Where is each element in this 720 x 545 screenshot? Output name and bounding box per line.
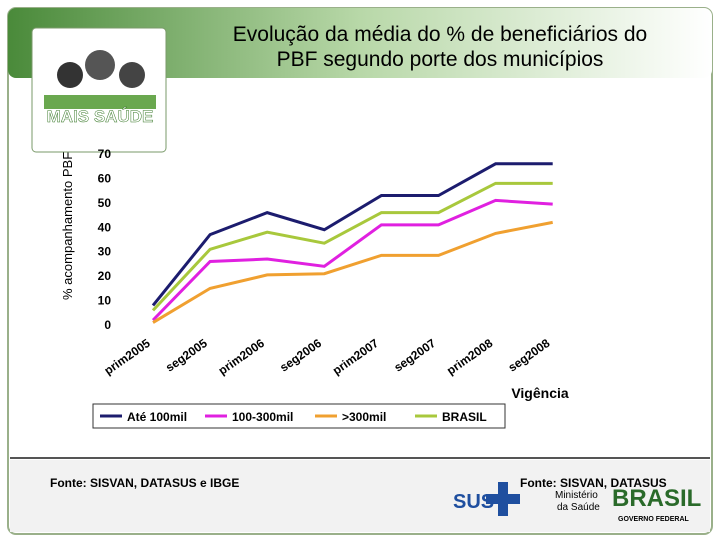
y-tick-label: 60 [98,171,112,185]
y-tick-label: 10 [98,294,112,308]
footer [10,460,710,532]
series-line [151,181,553,312]
y-tick-label: 40 [98,220,112,234]
y-tick-label: 50 [98,196,112,210]
legend-label: Até 100mil [127,410,187,424]
cross [486,494,520,504]
logo-face [119,62,145,88]
source: Fonte: SISVAN, DATASUS [520,476,667,490]
source: Fonte: SISVAN, DATASUS e IBGE [50,476,239,490]
gov: GOVERNO FEDERAL [618,516,690,523]
legend-label: >300mil [342,410,386,424]
ministry: da Saúde [557,502,600,513]
legend-label: 100-300mil [232,410,293,424]
series-line [151,198,553,322]
logo-face [85,50,115,80]
legend-label: BRASIL [442,410,487,424]
sus-logo: SUS Ministério da Saúde BRASIL GOVERNO F… [453,482,701,523]
logo-face [57,62,83,88]
y-axis-label: % acompanhamento PBF [60,152,75,300]
sus-text: SUS [453,491,494,513]
logo: MAIS SAÚDE [31,27,167,153]
logo-band [44,95,156,109]
ministry: Ministério [555,490,598,501]
chart-title: Evolução da média do % de beneficiários … [233,23,647,46]
y-tick-label: 0 [104,318,111,332]
logo-text: MAIS SAÚDE [47,107,154,126]
chart-title: PBF segundo porte dos municípios [277,48,604,71]
series-line [151,162,553,307]
brasil: BRASIL [612,485,701,512]
y-tick-label: 20 [98,269,112,283]
logo-box [31,27,167,153]
header-band [8,8,712,78]
y-tick-label: 70 [98,147,112,161]
y-tick-label: 30 [98,245,112,259]
series-line [152,220,553,324]
x-axis-label: Vigência [511,385,569,401]
